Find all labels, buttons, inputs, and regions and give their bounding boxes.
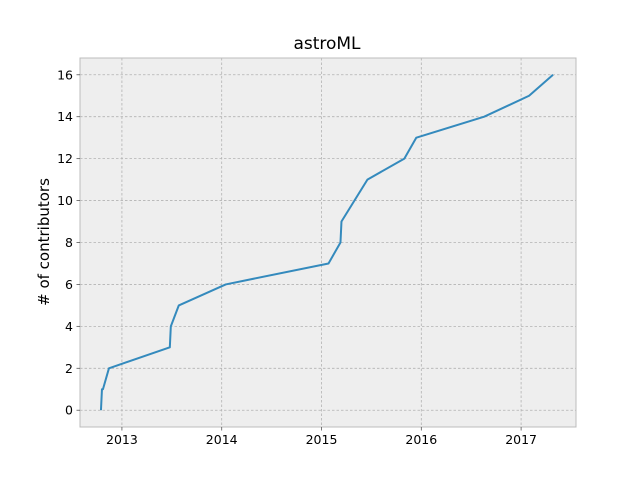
- chart-title: astroML: [293, 34, 361, 54]
- x-tick-label: 2017: [505, 432, 537, 447]
- y-tick-label: 12: [57, 151, 73, 166]
- y-tick-label: 16: [57, 67, 73, 82]
- y-tick-label: 6: [65, 277, 73, 292]
- x-tick-label: 2016: [405, 432, 437, 447]
- y-tick-label: 0: [65, 403, 73, 418]
- y-tick-label: 10: [57, 193, 73, 208]
- x-tick-label: 2015: [306, 432, 338, 447]
- y-tick-label: 8: [65, 235, 73, 250]
- y-axis-label: # of contributors: [35, 178, 53, 306]
- y-tick-label: 2: [65, 361, 73, 376]
- y-tick-label: 4: [65, 319, 73, 334]
- x-tick-label: 2013: [106, 432, 138, 447]
- x-tick-label: 2014: [206, 432, 238, 447]
- y-tick-label: 14: [57, 109, 73, 124]
- contributors-series-line: [99, 74, 554, 411]
